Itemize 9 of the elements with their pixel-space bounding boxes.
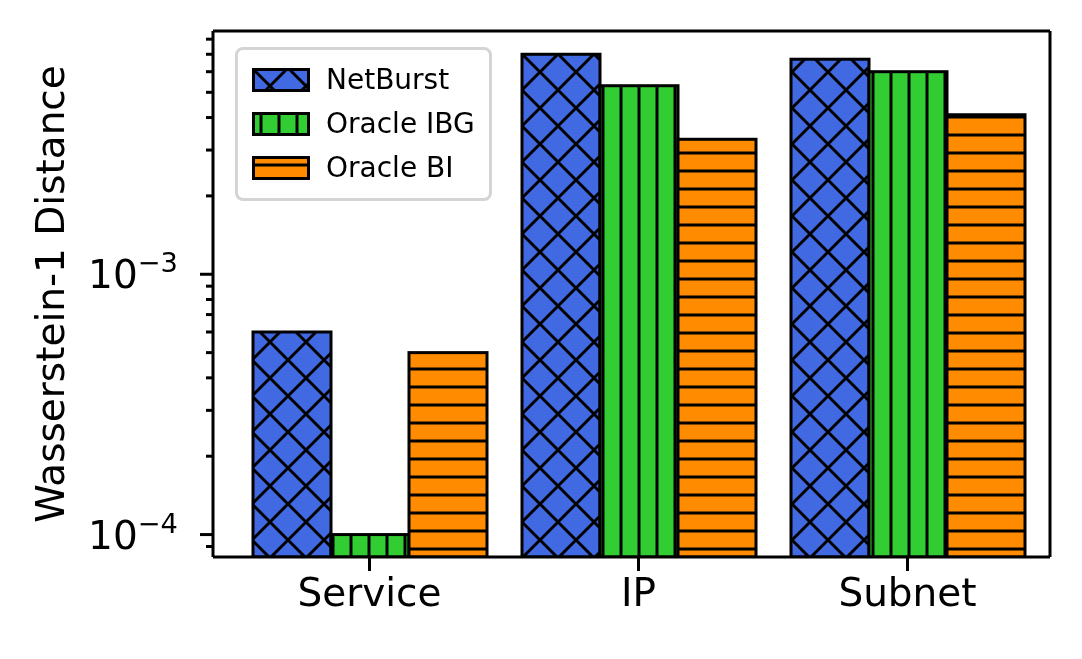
legend-label: Oracle BI [326,151,454,184]
y-axis-title: Wasserstein-1 Distance [28,65,73,523]
x-tick-label: Subnet [838,570,977,615]
legend-label: NetBurst [326,63,450,96]
y-tick-label: 10$^{−3}$ [88,246,178,298]
x-tick-label: IP [620,570,657,615]
x-tick-label: Service [297,570,442,615]
y-tick-label: 10$^{−4}$ [88,507,178,558]
legend-label: Oracle IBG [326,107,475,140]
